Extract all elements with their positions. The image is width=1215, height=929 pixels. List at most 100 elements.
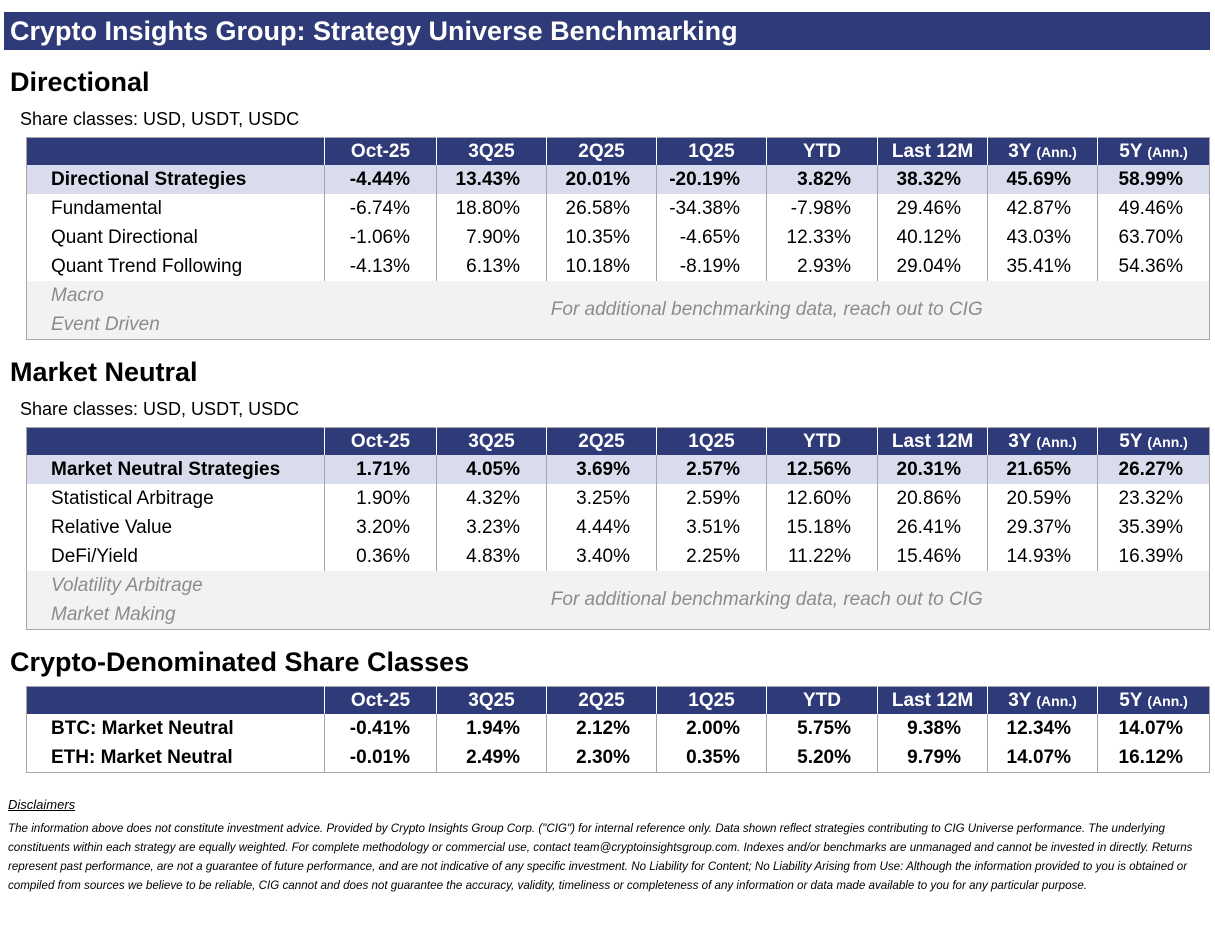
column-header-label: Last 12M: [891, 689, 974, 711]
value-cell: 29.04%: [877, 252, 988, 281]
column-header: 1Q25: [656, 137, 767, 165]
unavailable-row: Volatility Arbitrage For additional bench…: [26, 571, 1210, 630]
value-cell: 26.41%: [877, 513, 988, 542]
contact-note: For additional benchmarking data, reach …: [324, 571, 1210, 630]
column-header: YTD: [766, 137, 878, 165]
value-cell: 38.32%: [877, 165, 988, 194]
table-body: BTC: Market Neutral -0.41% 1.94% 2.12% 2.00%…: [27, 714, 1210, 773]
column-header: 1Q25: [656, 427, 767, 455]
value-cell: 35.41%: [987, 252, 1098, 281]
value-cell: 20.59%: [987, 484, 1098, 513]
column-header-label: Oct-25: [350, 430, 411, 452]
strategy-name: ETH: Market Neutral: [51, 746, 233, 768]
value-cell: 40.12%: [877, 223, 988, 252]
annualized-label: (Ann.): [1036, 143, 1077, 160]
column-header: 5Y (Ann.): [1097, 686, 1210, 714]
value-cell: -8.19%: [656, 252, 767, 281]
unavailable-row: Market Making: [26, 600, 1210, 630]
column-header: 3Y (Ann.): [987, 137, 1098, 165]
value-cell: -1.06%: [324, 223, 437, 252]
column-header-label: YTD: [803, 140, 841, 162]
column-header-label: 3Y: [1008, 689, 1032, 711]
value-cell: 12.33%: [766, 223, 878, 252]
strategy-name: Quant Trend Following: [51, 255, 243, 277]
column-header: 3Q25: [436, 137, 547, 165]
column-header-label: 5Y: [1119, 430, 1143, 452]
value-cell: 58.99%: [1097, 165, 1210, 194]
value-cell: 0.35%: [656, 743, 767, 773]
share-classes-market-neutral: Share classes: USD, USDT, USDC: [20, 399, 300, 419]
value-cell: 2.12%: [546, 714, 657, 743]
value-cell: 12.60%: [766, 484, 878, 513]
header-blank-cell: [26, 686, 325, 714]
column-header: Last 12M: [877, 427, 988, 455]
value-cell: 12.56%: [766, 455, 878, 484]
column-header: Oct-25: [324, 137, 437, 165]
table-row: BTC: Market Neutral -0.41% 1.94% 2.12% 2.00%…: [27, 714, 1210, 743]
value-cell: -0.41%: [324, 714, 437, 743]
column-header-label: 3Q25: [468, 140, 515, 162]
value-cell: 15.46%: [877, 542, 988, 571]
column-header: Last 12M: [877, 137, 988, 165]
value-cell: 63.70%: [1097, 223, 1210, 252]
table-row: Relative Value 3.20% 3.23% 4.44% 3.51% 15.18%…: [27, 513, 1210, 542]
value-cell: 2.59%: [656, 484, 767, 513]
value-cell: 1.94%: [436, 714, 547, 743]
unavailable-strategy-name: Event Driven: [26, 310, 325, 340]
strategy-name: Directional Strategies: [26, 165, 325, 194]
value-cell: 4.32%: [436, 484, 547, 513]
value-cell: 21.65%: [987, 455, 1098, 484]
column-header-label: YTD: [803, 430, 841, 452]
value-cell: 3.20%: [324, 513, 437, 542]
table-row: DeFi/Yield 0.36% 4.83% 3.40% 2.25% 11.22% 15.4…: [27, 542, 1210, 571]
value-cell: 2.25%: [656, 542, 767, 571]
page-title: Crypto Insights Group: Strategy Universe…: [4, 12, 1210, 50]
column-header: Oct-25: [324, 427, 437, 455]
table-row: Quant Trend Following -4.13% 6.13% 10.18% -8…: [27, 252, 1210, 281]
column-header-label: YTD: [803, 689, 841, 711]
unavailable-strategy-name: Market Making: [26, 600, 325, 630]
column-header: 5Y (Ann.): [1097, 427, 1210, 455]
column-header: 2Q25: [546, 686, 657, 714]
value-cell: 54.36%: [1097, 252, 1210, 281]
crypto-denominated-table: Oct-25 3Q25 2Q25 1Q25 YTD Last 12M 3Y (Ann.) 5Y…: [26, 686, 1210, 773]
column-header-label: 1Q25: [688, 430, 735, 452]
directional-table: Oct-25 3Q25 2Q25 1Q25 YTD Last 12M 3Y (Ann.) 5Y…: [26, 137, 1210, 340]
strategy-name: Fundamental: [51, 197, 162, 219]
column-header-label: Oct-25: [350, 140, 411, 162]
value-cell: 45.69%: [987, 165, 1098, 194]
column-header-label: 1Q25: [688, 140, 735, 162]
value-cell: -20.19%: [656, 165, 767, 194]
column-header-label: Last 12M: [891, 140, 974, 162]
annualized-label: (Ann.): [1147, 433, 1188, 450]
unavailable-row: Event Driven: [26, 310, 1210, 340]
value-cell: 3.69%: [546, 455, 657, 484]
annualized-label: (Ann.): [1036, 433, 1077, 450]
column-header-label: Oct-25: [350, 689, 411, 711]
header-blank-cell: [26, 137, 325, 165]
header-blank-cell: [26, 427, 325, 455]
value-cell: -0.01%: [324, 743, 437, 773]
value-cell: 2.49%: [436, 743, 547, 773]
value-cell: 2.93%: [766, 252, 878, 281]
value-cell: 23.32%: [1097, 484, 1210, 513]
value-cell: 4.83%: [436, 542, 547, 571]
value-cell: 3.40%: [546, 542, 657, 571]
disclaimers-title: Disclaimers: [8, 797, 76, 812]
value-cell: 3.23%: [436, 513, 547, 542]
column-header: YTD: [766, 427, 878, 455]
column-header: 3Q25: [436, 686, 547, 714]
value-cell: 2.30%: [546, 743, 657, 773]
disclaimers-text: The information above does not constitut…: [8, 822, 1193, 892]
table-header: Oct-25 3Q25 2Q25 1Q25 YTD Last 12M 3Y (Ann.) 5Y…: [26, 686, 1210, 714]
value-cell: 26.27%: [1097, 455, 1210, 484]
table-row: ETH: Market Neutral -0.01% 2.49% 2.30% 0.35%…: [27, 743, 1210, 773]
value-cell: 1.71%: [324, 455, 437, 484]
market-neutral-table: Oct-25 3Q25 2Q25 1Q25 YTD Last 12M 3Y (Ann.) 5Y…: [26, 427, 1210, 630]
value-cell: -4.44%: [324, 165, 437, 194]
strategy-name: Statistical Arbitrage: [51, 487, 214, 509]
value-cell: 4.05%: [436, 455, 547, 484]
column-header-label: 1Q25: [688, 689, 735, 711]
total-row: Market Neutral Strategies 1.71% 4.05% 3.69%…: [26, 455, 1210, 484]
table-body: Market Neutral Strategies 1.71% 4.05% 3.69%…: [26, 455, 1210, 630]
